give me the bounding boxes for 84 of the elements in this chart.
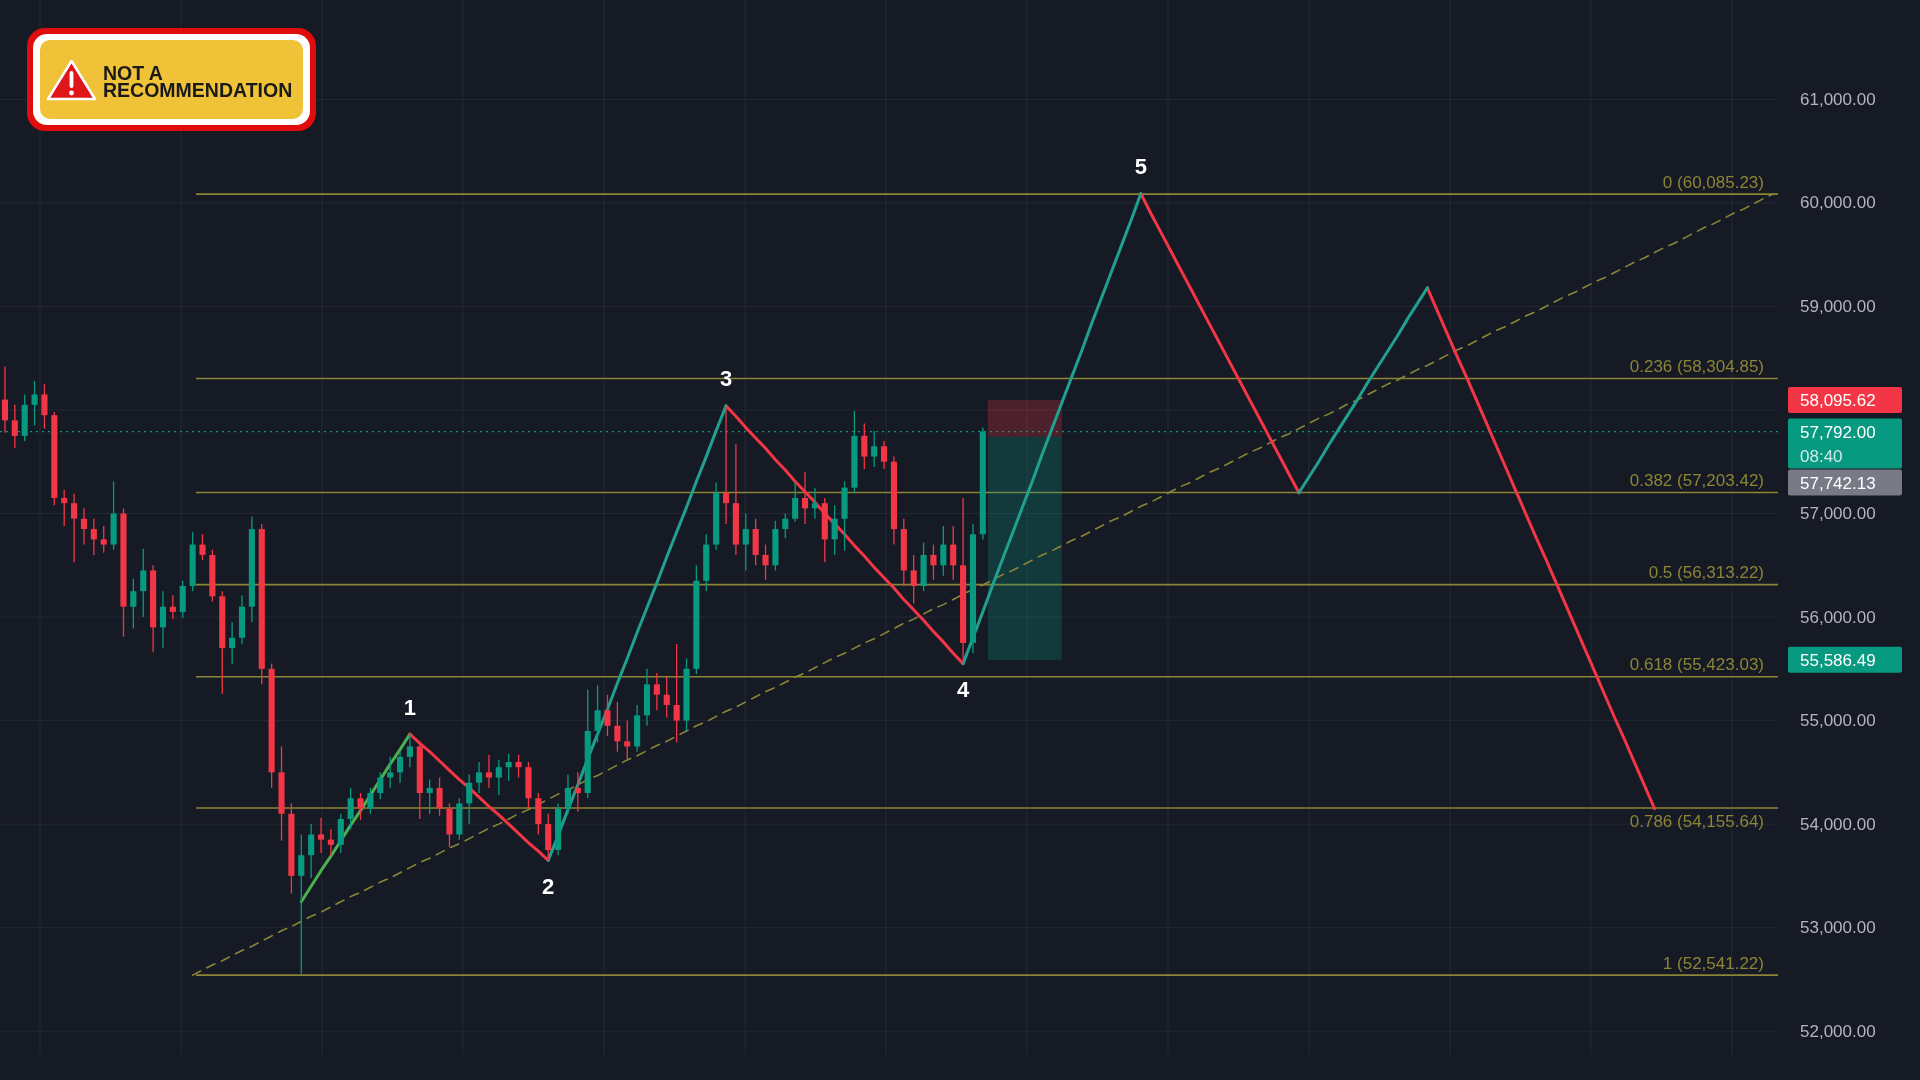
candlestick: [466, 773, 473, 825]
annotation: NOT A RECOMMENDATION: [103, 62, 293, 101]
candlestick: [594, 684, 601, 743]
y-tick-label: 60,000.00: [1800, 193, 1876, 213]
candlestick: [298, 833, 305, 975]
candlestick: [169, 594, 176, 620]
annotation: 4: [956, 677, 970, 703]
y-tick-label: 52,000.00: [1800, 1021, 1876, 1041]
candlestick: [476, 761, 483, 794]
candlestick: [653, 672, 660, 711]
candlestick: [861, 422, 868, 470]
candlestick: [673, 643, 680, 743]
candlestick: [317, 817, 325, 854]
candlestick: [910, 554, 917, 605]
candlestick: [357, 792, 364, 821]
candlestick: [406, 733, 413, 768]
ref-line-label: 0.5 (56,313.22): [1648, 563, 1764, 583]
candlestick: [396, 751, 404, 784]
ref-line-label: 1 (52,541.22): [1662, 953, 1764, 973]
candlestick: [762, 543, 769, 581]
candlestick: [387, 756, 394, 789]
text: 58,095.62: [1800, 390, 1876, 410]
ref-line-label: 0.786 (54,155.64): [1629, 811, 1764, 831]
y-tick-label: 55,000.00: [1800, 711, 1876, 731]
candlestick: [624, 719, 631, 760]
candlestick: [485, 754, 493, 789]
candlestick: [327, 828, 334, 857]
text: 55,586.49: [1800, 650, 1876, 670]
candlestick: [742, 512, 749, 572]
candlestick: [140, 548, 147, 618]
candlestick: [564, 773, 572, 815]
candlestick: [663, 676, 670, 719]
candlestick: [792, 480, 799, 523]
candlestick: [950, 525, 957, 581]
candlestick: [930, 543, 937, 581]
candlestick: [574, 771, 581, 813]
ref-line-label: 0 (60,085.23): [1662, 172, 1764, 192]
candlestick: [426, 778, 433, 815]
candlestick: [377, 771, 384, 800]
candlestick: [436, 776, 443, 817]
ref-line-label: 57,792.00 08:40: [1800, 422, 1876, 466]
candlestick: [367, 787, 374, 815]
annotation: 2: [542, 873, 555, 899]
candlestick: [130, 578, 137, 630]
y-tick-label: 59,000.00: [1800, 296, 1876, 316]
text: 57,742.13: [1800, 473, 1876, 493]
candlestick: [801, 471, 809, 525]
candlestick: [71, 493, 78, 563]
candlestick: [831, 504, 838, 556]
candlestick: [881, 440, 888, 470]
candlestick: [347, 787, 354, 830]
candlestick: [100, 525, 107, 554]
candlestick: [159, 590, 167, 649]
candlestick: [31, 380, 38, 427]
candlestick: [614, 701, 621, 753]
candlestick: [782, 512, 789, 540]
candlestick: [80, 507, 88, 546]
y-tick-label: 53,000.00: [1800, 918, 1876, 938]
annotation: 1: [403, 694, 417, 720]
ref-line-label: 0.382 (57,203.42): [1629, 470, 1764, 490]
candlestick: [604, 694, 611, 737]
candlestick: [90, 518, 97, 556]
candlestick: [515, 754, 522, 779]
candlestick: [308, 823, 315, 879]
y-tick-label: 57,000.00: [1800, 504, 1876, 524]
candlestick: [505, 753, 512, 782]
annotation: 3: [719, 366, 733, 392]
y-tick-label: 61,000.00: [1800, 89, 1876, 109]
y-tick-label: 56,000.00: [1800, 607, 1876, 627]
annotation: 5: [1134, 154, 1148, 180]
candlestick: [940, 525, 947, 577]
candlestick: [61, 489, 68, 527]
y-tick-label: 54,000.00: [1800, 814, 1876, 834]
candlestick: [199, 533, 206, 561]
line-series: [191, 193, 1774, 976]
candlestick: [495, 759, 502, 796]
candlestick: [722, 405, 730, 525]
candlestick: [1, 365, 8, 434]
candlestick: [41, 383, 48, 430]
candlestick: [229, 621, 236, 665]
candlestick: [811, 486, 818, 520]
ref-line-label: 0.236 (58,304.85): [1629, 356, 1764, 376]
ref-line-label: 0.618 (55,423.03): [1629, 655, 1764, 675]
candlestick: [11, 404, 18, 449]
